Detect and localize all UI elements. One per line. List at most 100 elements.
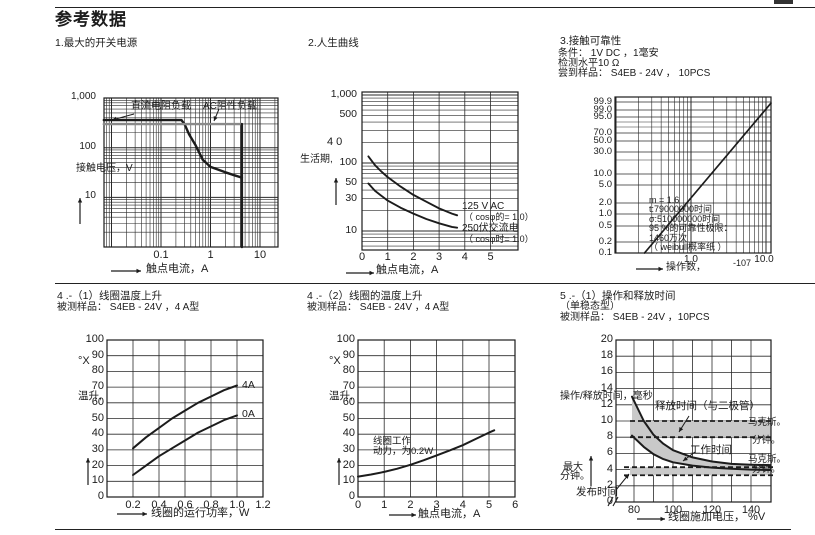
c3-y-tick: 99.9 bbox=[593, 96, 613, 107]
c3-weibull-annotation: m = 1.6 bbox=[649, 195, 680, 205]
c1-y-tick: 1,000 bbox=[70, 91, 96, 102]
c5-x-axis-label: 线圈施加电压， %V bbox=[668, 511, 766, 523]
section-subheading-5: （单稳态型） bbox=[560, 301, 620, 312]
c4a-y-tick: 10 bbox=[91, 474, 104, 487]
c2-x-tick: 1 bbox=[384, 251, 391, 263]
c3-y-tick: 0.1 bbox=[598, 247, 612, 258]
c5-y-tick: 14 bbox=[600, 381, 613, 394]
c4b-y-tick: 0 bbox=[348, 490, 355, 502]
c1-dc-load-label: 直流电阻负载 bbox=[131, 101, 191, 112]
sample-line-5: 被测样品： S4EB - 24V ，10PCS bbox=[560, 312, 710, 323]
c2-x-tick: 2 bbox=[410, 251, 417, 263]
c4a-x-axis-label: 线圈的运行功率，W bbox=[151, 507, 250, 519]
c3-weibull-annotation: t:79000000时间 bbox=[649, 204, 713, 215]
c4a-y-tick: 40 bbox=[91, 427, 104, 440]
c5-x-tick: 120 bbox=[702, 504, 722, 516]
condition-line-1: 条件： 1V DC ，1毫安 bbox=[558, 48, 659, 59]
c4b-y-tick: 40 bbox=[342, 427, 355, 440]
c2-y-tick: 50 bbox=[345, 176, 357, 189]
c1-y-tick: 10 bbox=[84, 190, 96, 202]
c4b-y-tick: 50 bbox=[342, 411, 355, 424]
c5-y-tick: 2 bbox=[606, 478, 613, 491]
c2-y-axis-exponent: 4 0 bbox=[327, 136, 343, 148]
c3-y-tick: 99.0 bbox=[593, 104, 613, 115]
c1-y-tick: 100 bbox=[79, 140, 96, 152]
c3-y-tick: 30.0 bbox=[593, 146, 613, 157]
c1-x-tick: 0.1 bbox=[153, 249, 169, 261]
c4a-4a-curve-label: 4A bbox=[242, 379, 255, 391]
c2-y-tick: 30 bbox=[345, 191, 357, 204]
section-heading-5: 5 .-（1）操作和释放时间 bbox=[560, 290, 676, 302]
c4a-y-tick: 80 bbox=[91, 364, 104, 377]
c5-x-tick: 140 bbox=[741, 504, 761, 516]
c4b-y-tick: 100 bbox=[336, 333, 355, 345]
c4b-y-tick: 70 bbox=[342, 380, 355, 393]
c4a-x-tick: 0.4 bbox=[151, 499, 167, 511]
c2-x-tick: 0 bbox=[358, 251, 366, 263]
c4b-x-tick: 5 bbox=[485, 499, 493, 511]
c4a-y-tick: 90 bbox=[91, 348, 104, 361]
c5-min-label: 分钟。 bbox=[752, 435, 781, 446]
c3-y-tick: 10.0 bbox=[593, 168, 613, 179]
c1-ac-load-label: AC阻性负载 bbox=[203, 101, 257, 112]
c5-y-tick: 20 bbox=[600, 333, 613, 345]
c5-y-tick: 12 bbox=[600, 397, 613, 410]
c4b-y-tick: 30 bbox=[342, 442, 355, 455]
page-title: 参考数据 bbox=[55, 10, 127, 29]
c4a-x-tick: 1.2 bbox=[255, 499, 271, 511]
section-heading-2: 2.人生曲线 bbox=[308, 37, 359, 49]
c3-weibull-annotation: 95 %的可靠性极限： bbox=[649, 223, 733, 234]
c3-y-tick: 50.0 bbox=[593, 135, 613, 146]
c4a-0a-curve-label: 0A bbox=[242, 408, 255, 420]
c5-y-tick: 16 bbox=[600, 365, 613, 378]
c3-y-tick: 1.0 bbox=[598, 208, 612, 219]
condition-line-3: 尝到样品： S4EB - 24V ， 10PCS bbox=[558, 68, 711, 79]
c5-y-tick: 0 bbox=[606, 495, 613, 507]
c4a-y-tick: 0 bbox=[97, 490, 104, 502]
c4a-y-unit-label: °X bbox=[78, 355, 90, 367]
c5-left-min-label: 分钟。 bbox=[560, 471, 590, 482]
c5-y-tick: 18 bbox=[600, 349, 613, 362]
section-heading-4a: 4 .-（1）线圈温度上升 bbox=[57, 290, 163, 302]
c4b-y-tick: 60 bbox=[342, 395, 355, 408]
c3-y-tick: 0.5 bbox=[598, 220, 612, 231]
c4b-y-tick: 20 bbox=[342, 458, 355, 471]
c3-y-tick: 5.0 bbox=[598, 179, 612, 190]
c5-left-max-label: 最大 bbox=[563, 462, 583, 473]
c2-y-tick: 1,000 bbox=[330, 88, 357, 100]
section-heading-4b: 4 .-（2）线圈的温度上升 bbox=[307, 290, 423, 302]
c2-y-tick: 500 bbox=[339, 108, 357, 121]
c1-x-tick: 1 bbox=[207, 249, 214, 261]
c2-250vac-sublabel: （ cosφ时= 1.0） bbox=[464, 234, 534, 244]
c2-125vac-sublabel: （ cosφ的= 1.0） bbox=[464, 212, 534, 222]
c5-operate-time-label: 工作时间 bbox=[690, 444, 732, 456]
c3-y-tick: 95.0 bbox=[593, 111, 613, 122]
section-heading-3: 3.接触可靠性 bbox=[560, 35, 622, 47]
c3-weibull-annotation: 1460万次 bbox=[649, 232, 688, 243]
c4b-y-tick: 80 bbox=[342, 364, 355, 377]
c2-x-tick: 3 bbox=[436, 251, 443, 263]
c4b-x-tick: 1 bbox=[381, 499, 388, 511]
c4b-x-tick: 4 bbox=[459, 499, 466, 511]
c5-y-axis-label: 操作/释放时间，毫秒 bbox=[560, 391, 653, 402]
c3-y-tick: 0.2 bbox=[598, 236, 612, 247]
c2-250vac-label: 250伏交流电 bbox=[462, 223, 519, 234]
c3-weibull-annotation: σ:510000000时间 bbox=[649, 213, 721, 224]
c4b-y-unit-label: °X bbox=[329, 355, 341, 367]
sample-line-4a: 被测样品： S4EB - 24V ，4 A型 bbox=[57, 302, 200, 313]
c3-x-tick: 1.0 bbox=[684, 254, 698, 265]
c4b-y-axis-label: 温升, bbox=[329, 390, 353, 402]
c5-min-label: 分钟。 bbox=[752, 464, 781, 475]
c4a-x-tick: 0.6 bbox=[177, 499, 193, 511]
c4b-coil-power-note: 动力，为0.2W bbox=[373, 446, 434, 457]
c1-y-axis-label: 接触电压，V bbox=[76, 163, 133, 174]
c4b-x-tick: 3 bbox=[433, 499, 440, 511]
c3-y-tick: 70.0 bbox=[593, 127, 613, 138]
c2-y-tick: 100 bbox=[339, 156, 357, 168]
c4a-x-tick: 1.0 bbox=[229, 499, 245, 511]
c5-y-tick: 8 bbox=[606, 430, 613, 443]
condition-line-2: 检测水平10 Ω bbox=[558, 58, 620, 69]
row-divider bbox=[55, 283, 815, 284]
